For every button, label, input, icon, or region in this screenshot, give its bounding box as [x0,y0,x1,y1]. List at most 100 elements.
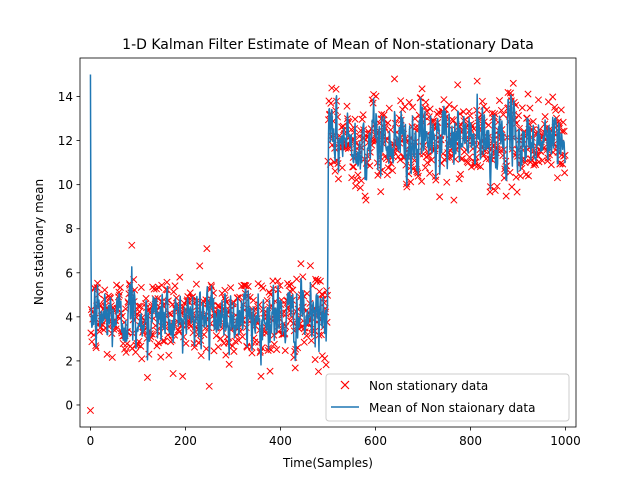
y-tick-label: 6 [65,266,73,280]
data-point [495,96,504,105]
data-point [389,167,397,175]
data-point [350,163,358,171]
data-point [154,339,162,347]
data-point [483,106,491,114]
data-point [422,98,430,106]
data-point [332,85,340,93]
data-point [113,281,121,289]
data-point [227,284,235,292]
data-point [136,302,144,310]
data-point [170,288,178,296]
data-point [455,175,463,183]
data-point [504,88,512,97]
data-point [509,79,517,87]
data-point [327,99,335,107]
data-point [165,351,173,359]
data-point [426,105,434,113]
data-point [303,289,311,298]
data-point [293,275,301,283]
data-point [418,177,426,185]
data-point [328,84,336,92]
data-point [450,196,458,204]
data-point [428,156,436,164]
data-point [512,173,520,181]
data-point [334,175,343,183]
data-point [222,351,230,359]
data-point [499,111,507,119]
data-point [137,283,145,291]
data-point [552,106,560,114]
plot-frame [79,57,577,428]
x-tick-label: 0 [87,434,95,448]
data-point [412,123,420,131]
data-point [174,326,182,334]
data-point [270,340,278,348]
data-point [122,348,130,356]
data-point [192,280,200,288]
data-point [456,170,465,178]
legend-label-mean: Mean of Non staionary data [369,401,535,415]
data-point [450,104,458,112]
data-point [171,282,179,290]
mean-series-line [89,74,566,366]
data-point [361,192,369,200]
data-point [482,155,490,163]
data-point [273,345,281,354]
data-point [403,183,411,191]
data-point [377,188,385,196]
data-point [414,172,422,180]
data-point [485,121,493,129]
data-point [182,339,190,347]
data-point [476,163,485,171]
data-point [108,353,116,361]
data-point [430,117,438,125]
data-point [150,285,158,293]
data-point [529,118,537,126]
legend-label-data: Non stationary data [369,379,488,393]
data-point [553,174,562,182]
chart-title: 1-D Kalman Filter Estimate of Mean of No… [122,37,534,53]
data-point [491,186,499,195]
data-point [383,171,391,179]
data-point [257,372,265,380]
data-point [238,333,247,341]
data-point [86,406,95,415]
data-point [203,245,211,253]
data-point [186,289,194,297]
y-tick-label: 0 [65,398,73,412]
data-point [259,284,267,292]
data-point [445,101,453,109]
data-point [322,361,330,369]
data-point [306,262,314,270]
data-point [409,103,417,111]
data-point [230,347,238,355]
data-point [214,343,222,351]
data-point [502,192,510,200]
data-point [285,281,293,289]
data-point [116,284,124,292]
data-point [163,278,171,286]
data-point [297,260,305,268]
data-point [559,118,567,126]
data-point [464,159,472,167]
data-point [132,348,140,356]
data-point [300,338,308,346]
data-point [396,156,404,164]
data-point [314,276,322,284]
data-point [557,106,565,114]
data-point [176,273,184,281]
data-point [471,161,479,169]
data-point [356,184,364,192]
data-point [161,337,169,345]
data-point [157,353,165,361]
data-point [115,288,123,296]
data-point [473,77,481,85]
data-point [94,279,102,287]
data-point [385,104,393,112]
data-point [137,342,145,350]
x-tick-label: 800 [459,434,482,448]
data-point [499,151,507,160]
data-point [266,367,274,375]
data-point [228,342,237,350]
